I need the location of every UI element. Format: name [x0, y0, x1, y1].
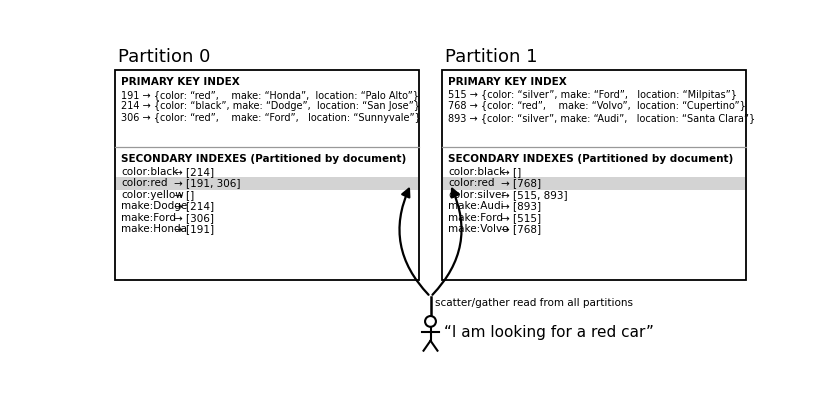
Text: 515 → {color: “silver”, make: “Ford”,   location: “Milpitas”}: 515 → {color: “silver”, make: “Ford”, lo… [449, 90, 738, 100]
Text: color:silver: color:silver [449, 190, 506, 200]
Text: → [191]: → [191] [174, 224, 214, 234]
Text: color:yellow: color:yellow [121, 190, 184, 200]
Bar [443, 177, 745, 190]
Text: → [214]: → [214] [174, 166, 214, 177]
Text: 893 → {color: “silver”, make: “Audi”,   location: “Santa Clara”}: 893 → {color: “silver”, make: “Audi”, lo… [449, 113, 755, 123]
Text: Partition 1: Partition 1 [445, 48, 538, 66]
Text: make:Volvo: make:Volvo [449, 224, 509, 234]
Text: color:black: color:black [449, 166, 506, 177]
Text: make:Ford: make:Ford [449, 213, 503, 223]
Text: color:red: color:red [121, 178, 168, 188]
Text: make:Ford: make:Ford [121, 213, 176, 223]
Text: → [893]: → [893] [501, 201, 541, 211]
Text: SECONDARY INDEXES (Partitioned by document): SECONDARY INDEXES (Partitioned by docume… [449, 153, 733, 164]
Text: → []: → [] [501, 166, 522, 177]
Text: → [515, 893]: → [515, 893] [501, 190, 568, 200]
Text: Partition 0: Partition 0 [118, 48, 211, 66]
Text: 306 → {color: “red”,    make: “Ford”,   location: “Sunnyvale”}: 306 → {color: “red”, make: “Ford”, locat… [121, 113, 421, 123]
Text: PRIMARY KEY INDEX: PRIMARY KEY INDEX [449, 77, 567, 87]
Text: SECONDARY INDEXES (Partitioned by document): SECONDARY INDEXES (Partitioned by docume… [121, 153, 407, 164]
Text: 214 → {color: “black”, make: “Dodge”,  location: “San Jose”}: 214 → {color: “black”, make: “Dodge”, lo… [121, 101, 420, 111]
Text: make:Dodge: make:Dodge [121, 201, 187, 211]
Bar [116, 177, 418, 190]
Text: “I am looking for a red car”: “I am looking for a red car” [444, 324, 654, 339]
Text: → [191, 306]: → [191, 306] [174, 178, 240, 188]
Text: scatter/gather read from all partitions: scatter/gather read from all partitions [435, 298, 633, 309]
Text: color:red: color:red [449, 178, 495, 188]
Text: → []: → [] [174, 190, 194, 200]
Text: → [306]: → [306] [174, 213, 214, 223]
Text: make:Honda: make:Honda [121, 224, 187, 234]
Text: PRIMARY KEY INDEX: PRIMARY KEY INDEX [121, 77, 240, 87]
Text: → [768]: → [768] [501, 178, 541, 188]
Bar [442, 70, 746, 280]
Text: 191 → {color: “red”,    make: “Honda”,  location: “Palo Alto”}: 191 → {color: “red”, make: “Honda”, loca… [121, 90, 419, 100]
Text: make:Audi: make:Audi [449, 201, 504, 211]
Text: → [768]: → [768] [501, 224, 541, 234]
Text: 768 → {color: “red”,    make: “Volvo”,  location: “Cupertino”}: 768 → {color: “red”, make: “Volvo”, loca… [449, 101, 746, 111]
Text: color:black: color:black [121, 166, 179, 177]
Text: → [515]: → [515] [501, 213, 541, 223]
Text: → [214]: → [214] [174, 201, 214, 211]
Bar [115, 70, 419, 280]
